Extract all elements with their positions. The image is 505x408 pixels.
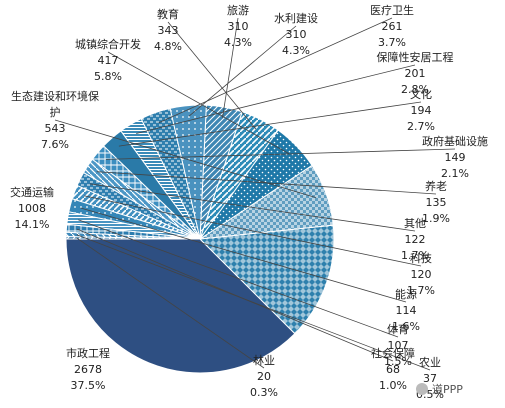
- slice-value-4: 343: [158, 24, 179, 37]
- slice-name-18: 林业: [253, 353, 275, 367]
- slice-name-9: 文化: [410, 87, 432, 101]
- label-15: 体育 107 1.5%: [384, 322, 412, 368]
- label-1: 交通运输 1008 14.1%: [10, 185, 54, 231]
- leader-line-10: [105, 148, 456, 160]
- slice-value-1: 1008: [18, 202, 46, 215]
- label-5: 旅游 310 4.3%: [224, 3, 252, 49]
- slice-percent-4: 4.8%: [154, 40, 182, 53]
- slice-name-3: 城镇综合开发: [75, 37, 141, 51]
- slice-0: [65, 238, 296, 374]
- slice-value-12: 122: [405, 233, 426, 246]
- label-13: 科技 120 1.7%: [407, 251, 435, 297]
- slice-value-9: 194: [411, 104, 432, 117]
- leader-line-12: [89, 183, 416, 232]
- watermark: 道PPP: [416, 382, 463, 396]
- slice-percent-16: 1.0%: [379, 379, 407, 392]
- slice-value-6: 310: [286, 28, 307, 41]
- slice-value-5: 310: [228, 20, 249, 33]
- label-6: 水利建设 310 4.3%: [274, 11, 318, 57]
- slice-percent-9: 2.7%: [407, 120, 435, 133]
- slice-name-17: 农业: [419, 355, 441, 369]
- slice-name-5: 旅游: [227, 3, 249, 17]
- slice-percent-12: 1.7%: [401, 249, 429, 262]
- leader-line-11: [96, 171, 437, 195]
- slice-value-15: 107: [388, 339, 409, 352]
- slice-name-10: 政府基础设施: [422, 134, 488, 148]
- slice-percent-10: 2.1%: [441, 167, 469, 180]
- slice-percent-8: 2.8%: [401, 83, 429, 96]
- slice-percent-0: 37.5%: [71, 379, 106, 392]
- slice-value-17: 37: [423, 372, 437, 385]
- slice-name-6: 水利建设: [274, 11, 318, 25]
- slice-value-10: 149: [445, 151, 466, 164]
- slice-value-14: 114: [396, 304, 417, 317]
- leader-line-5: [222, 17, 239, 118]
- leader-line-2: [54, 119, 317, 198]
- leader-line-3: [107, 51, 290, 154]
- slice-name-14: 能源: [395, 287, 417, 301]
- slice-name-1: 交通运输: [10, 185, 54, 199]
- slice-name-8: 保障性安居工程: [377, 50, 454, 64]
- slice-value-3: 417: [98, 54, 119, 67]
- slice-percent-3: 5.8%: [94, 70, 122, 83]
- slice-percent-11: 1.9%: [422, 212, 450, 225]
- slice-percent-2: 7.6%: [41, 138, 69, 151]
- slice-name-15: 体育: [387, 322, 409, 336]
- label-0: 市政工程 2678 37.5%: [66, 346, 110, 392]
- slice-value-0: 2678: [74, 363, 102, 376]
- leader-lines: [54, 17, 456, 371]
- slice-name-13: 科技: [410, 251, 432, 265]
- slice-value-11: 135: [426, 196, 447, 209]
- label-16: 社会保障 68 1.0%: [371, 346, 415, 392]
- slice-name-16: 社会保障: [371, 346, 415, 360]
- watermark-icon: [416, 383, 428, 395]
- label-14: 能源 114 1.6%: [392, 287, 420, 333]
- slice-percent-15: 1.5%: [384, 355, 412, 368]
- leader-line-7: [158, 17, 393, 124]
- slice-name-11: 养老: [425, 179, 447, 193]
- slice-percent-13: 1.7%: [407, 284, 435, 297]
- label-10: 政府基础设施 149 2.1%: [422, 134, 488, 180]
- slice-value-8: 201: [405, 67, 426, 80]
- leader-line-8: [136, 64, 416, 134]
- slice-percent-5: 4.3%: [224, 36, 252, 49]
- slice-percent-18: 0.3%: [250, 386, 278, 399]
- label-12: 其他 122 1.7%: [401, 217, 429, 262]
- pie-slices: [65, 104, 335, 374]
- slice-value-2: 543: [45, 122, 66, 135]
- leader-line-14: [80, 207, 407, 303]
- watermark-text: 道PPP: [432, 382, 463, 396]
- slice-name-2: 生态建设和环境保: [11, 89, 99, 103]
- label-8: 保障性安居工程 201 2.8%: [377, 50, 454, 96]
- slice-value-16: 68: [386, 363, 400, 376]
- label-18: 林业 20 0.3%: [250, 353, 278, 399]
- slice-percent-6: 4.3%: [282, 44, 310, 57]
- slice-name-4: 教育: [157, 7, 179, 21]
- slice-value-7: 261: [382, 20, 403, 33]
- leader-line-17: [76, 234, 431, 371]
- slice-name-7: 医疗卫生: [370, 3, 414, 17]
- label-4: 教育 343 4.8%: [154, 7, 182, 53]
- slice-value-13: 120: [411, 268, 432, 281]
- label-7: 医疗卫生 261 3.7%: [370, 3, 414, 49]
- leader-line-4: [167, 21, 257, 130]
- leader-line-13: [84, 195, 422, 267]
- slice-percent-1: 14.1%: [15, 218, 50, 231]
- slice-percent-7: 3.7%: [378, 36, 406, 49]
- slice-name-12: 其他: [404, 217, 426, 230]
- slice-name-0: 市政工程: [66, 346, 110, 360]
- slice-value-18: 20: [257, 370, 271, 383]
- label-3: 城镇综合开发 417 5.8%: [75, 37, 141, 83]
- slice-percent-14: 1.6%: [392, 320, 420, 333]
- leader-line-18: [76, 237, 265, 369]
- slice-name-2: 护: [50, 105, 61, 119]
- label-9: 文化 194 2.7%: [407, 87, 435, 133]
- leader-line-9: [118, 101, 422, 147]
- leader-line-15: [78, 219, 399, 338]
- label-11: 养老 135 1.9%: [422, 179, 450, 225]
